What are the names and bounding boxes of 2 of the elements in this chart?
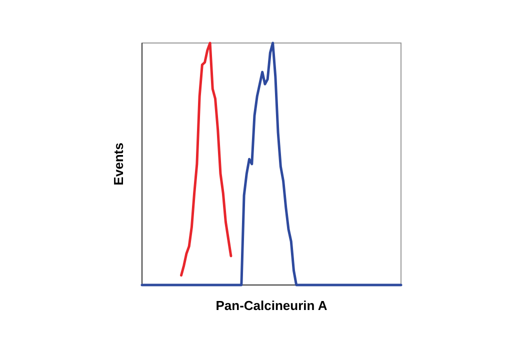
- x-axis-title: Pan-Calcineurin A: [216, 298, 328, 313]
- y-axis-title: Events: [111, 142, 126, 186]
